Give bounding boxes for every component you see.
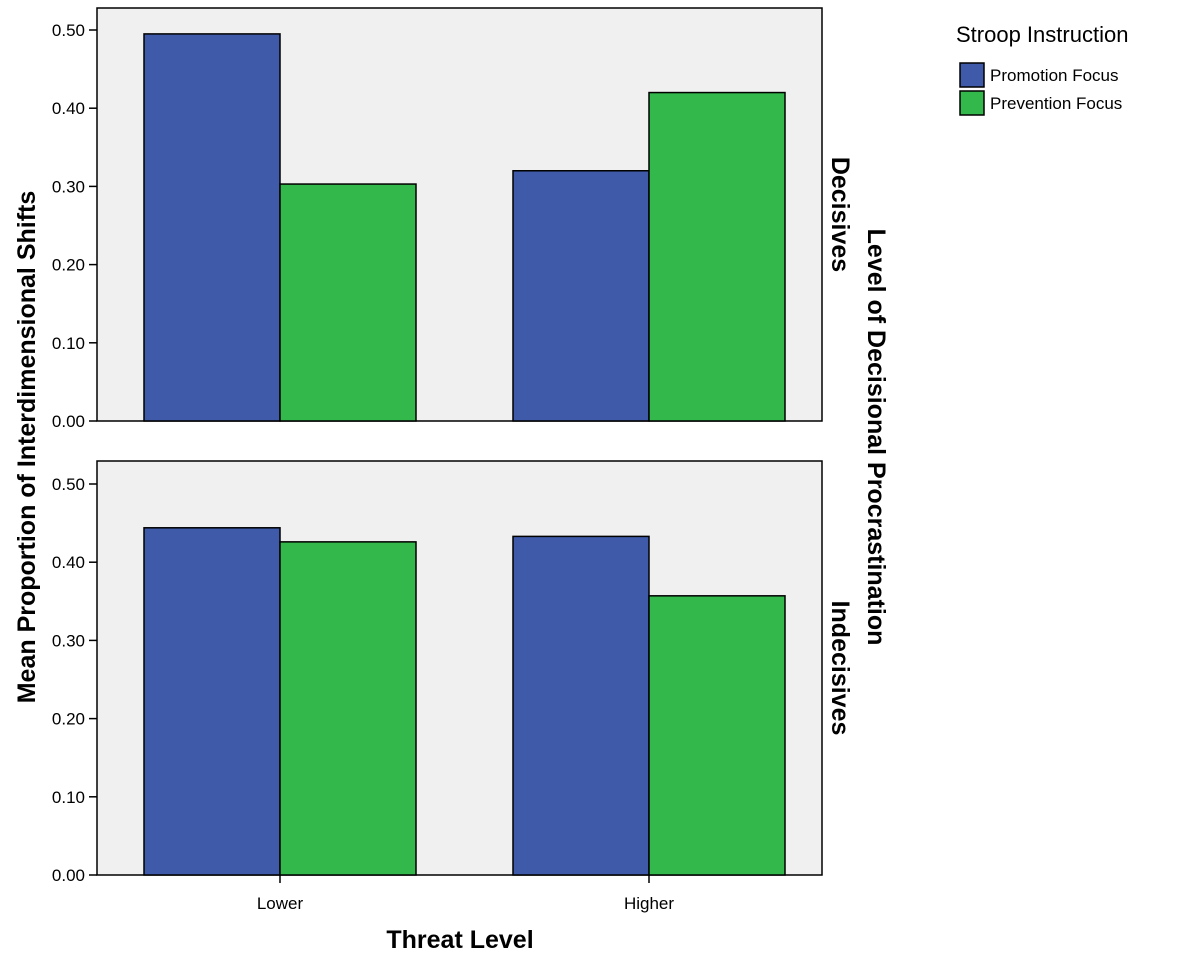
y-axis-title: Mean Proportion of Interdimensional Shif… [13, 191, 41, 704]
bar-decisives-higher-prevention [648, 91, 786, 422]
panel-decisives: 0.00 0.10 0.20 0.30 0.40 0.50 Decisives [52, 7, 854, 431]
y-tick-label: 0.30 [52, 177, 85, 196]
y-tick-label: 0.00 [52, 866, 85, 885]
y-tick-label: 0.40 [52, 553, 85, 572]
legend-swatch-prevention [959, 90, 985, 116]
legend-label-promotion: Promotion Focus [990, 66, 1119, 85]
bar-indecisives-lower-prevention [279, 541, 417, 876]
y-tick-label: 0.10 [52, 788, 85, 807]
x-tick-label-higher: Higher [624, 894, 674, 913]
x-axis: Lower Higher [257, 875, 674, 913]
bar-decisives-lower-promotion [143, 33, 281, 422]
legend-label-prevention: Prevention Focus [990, 94, 1122, 113]
legend: Stroop Instruction Promotion Focus Preve… [956, 22, 1128, 116]
bar-indecisives-higher-prevention [648, 595, 786, 876]
y-tick-label: 0.50 [52, 21, 85, 40]
y-tick-label: 0.20 [52, 256, 85, 275]
x-axis-title: Threat Level [386, 926, 533, 954]
bar-indecisives-higher-promotion [512, 535, 650, 876]
y-tick-label: 0.50 [52, 475, 85, 494]
bar-decisives-lower-prevention [279, 183, 417, 422]
y-tick-label: 0.30 [52, 631, 85, 650]
chart-panels: 0.00 0.10 0.20 0.30 0.40 0.50 Decisives 0.00 0.1… [52, 7, 854, 913]
panel-label-decisives: Decisives [826, 157, 854, 272]
y-tick-label: 0.40 [52, 99, 85, 118]
y-tick-label: 0.00 [52, 412, 85, 431]
bar-decisives-higher-promotion [512, 170, 650, 422]
panel-indecisives: 0.00 0.10 0.20 0.30 0.40 0.50 Indecisives [52, 460, 854, 885]
bar-indecisives-lower-promotion [143, 527, 281, 876]
legend-swatch-promotion [959, 62, 985, 88]
y-tick-label: 0.20 [52, 710, 85, 729]
x-tick-label-lower: Lower [257, 894, 304, 913]
facet-title: Level of Decisional Procrastination [862, 229, 890, 646]
legend-title: Stroop Instruction [956, 22, 1128, 47]
y-tick-label: 0.10 [52, 334, 85, 353]
panel-label-indecisives: Indecisives [826, 601, 854, 736]
